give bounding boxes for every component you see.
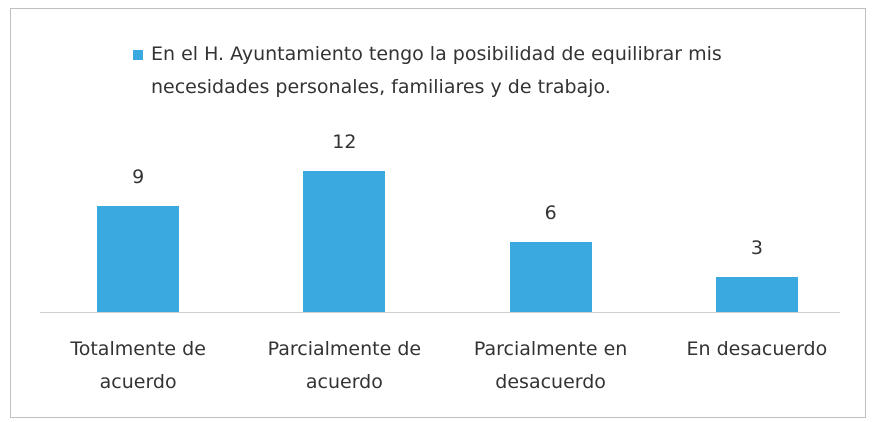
x-tick-label: Parcialmente de acuerdo	[267, 338, 422, 393]
legend-key	[133, 50, 143, 60]
legend-label: En el H. Ayuntamiento tengo la posibilid…	[151, 43, 722, 98]
x-tick-label: Parcialmente en desacuerdo	[473, 338, 628, 393]
data-label: 12	[332, 131, 357, 153]
bar	[509, 241, 592, 312]
bar	[303, 171, 386, 312]
category-axis	[40, 312, 840, 313]
legend: En el H. Ayuntamiento tengo la posibilid…	[133, 38, 813, 104]
data-label: 3	[750, 236, 763, 259]
chart-frame	[10, 8, 866, 418]
bar	[97, 206, 180, 312]
data-label: 9	[132, 166, 145, 189]
x-tick-label: Totalmente de acuerdo	[70, 338, 206, 393]
x-tick-label: En desacuerdo	[686, 338, 828, 360]
bar	[715, 276, 798, 312]
data-label: 6	[544, 201, 557, 224]
